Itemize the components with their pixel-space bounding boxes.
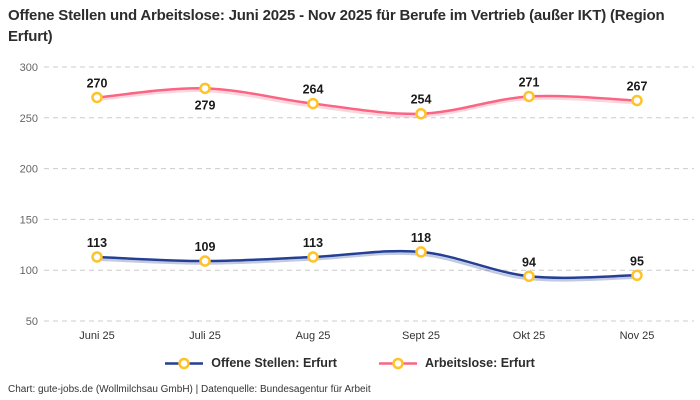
data-point-label: 267 xyxy=(627,80,648,94)
legend-marker-icon xyxy=(165,357,204,370)
data-point-marker xyxy=(523,91,535,103)
y-axis-tick: 100 xyxy=(20,266,38,278)
y-axis-tick: 300 xyxy=(20,62,38,74)
legend-label: Arbeitslose: Erfurt xyxy=(424,356,535,371)
chart-footer-attribution: Chart: gute-jobs.de (Wollmilchsau GmbH) … xyxy=(8,384,371,396)
y-axis-tick: 250 xyxy=(20,113,38,125)
legend-marker-icon xyxy=(378,357,417,370)
data-point-label: 270 xyxy=(87,77,108,91)
series-line xyxy=(95,87,639,116)
chart-legend: Offene Stellen: Erfurt Arbeitslose: Erfur… xyxy=(0,352,700,374)
data-point-label: 113 xyxy=(87,236,107,250)
x-axis-tick: Nov 25 xyxy=(620,330,655,342)
data-point-label: 109 xyxy=(195,240,216,254)
y-axis-tick: 200 xyxy=(20,164,38,176)
legend-label: Offene Stellen: Erfurt xyxy=(211,356,337,371)
data-point-label: 271 xyxy=(519,76,540,90)
data-point-marker xyxy=(199,82,211,95)
x-axis-tick: Sept 25 xyxy=(402,330,440,342)
y-axis-tick: 50 xyxy=(26,316,38,328)
legend-item-arbeitslose-erfurt: Arbeitslose: Erfurt xyxy=(378,356,535,371)
data-point-label: 95 xyxy=(630,255,644,269)
data-point-label: 94 xyxy=(522,256,536,270)
data-point-label: 118 xyxy=(411,231,431,245)
data-point-label: 113 xyxy=(303,236,323,250)
series-line xyxy=(95,250,639,280)
data-point-marker xyxy=(631,269,643,282)
data-point-label: 264 xyxy=(303,83,324,97)
x-axis-tick: Okt 25 xyxy=(513,330,545,342)
series-line-shadow xyxy=(94,89,637,118)
data-point-marker xyxy=(307,98,319,110)
legend-item-offene-stellen-erfurt: Offene Stellen: Erfurt xyxy=(165,356,337,370)
x-axis-tick: Juli 25 xyxy=(189,330,221,342)
data-point-marker xyxy=(631,95,643,107)
data-point-label: 279 xyxy=(195,99,216,113)
series-line-shadow xyxy=(94,252,637,282)
x-axis-tick: Aug 25 xyxy=(296,330,331,342)
line-chart: 50 100 150 200 250 300 Juni 25 Juli 25 Aug 25 Sep… xyxy=(20,62,694,342)
data-point-marker xyxy=(307,251,319,264)
data-point-marker xyxy=(91,251,103,264)
chart-title: Offene Stellen und Arbeitslose: Juni 202… xyxy=(8,7,665,45)
data-point-marker xyxy=(91,92,103,104)
x-axis-tick: Juni 25 xyxy=(79,330,114,342)
data-point-marker xyxy=(523,270,535,283)
data-point-marker xyxy=(415,108,427,120)
y-axis-tick: 150 xyxy=(20,215,38,227)
data-point-marker xyxy=(415,246,427,259)
data-point-label: 254 xyxy=(411,93,432,107)
data-point-marker xyxy=(199,255,211,268)
